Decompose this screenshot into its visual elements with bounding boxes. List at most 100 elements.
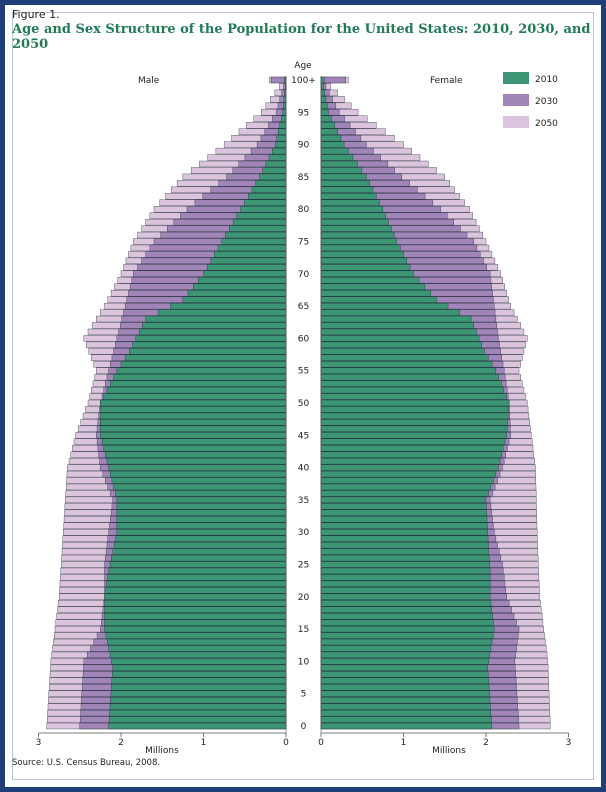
bar-male-2010-age-77 <box>229 225 287 232</box>
bar-female-2010-age-18 <box>320 606 492 613</box>
male-x-tick-label: 1 <box>201 738 207 748</box>
bar-male-2010-age-83 <box>251 186 287 193</box>
bar-female-2010-age-64 <box>320 309 460 316</box>
bar-male-2010-age-66 <box>182 296 287 303</box>
age-tick-label: 50 <box>298 399 310 409</box>
bar-male-2010-age-80 <box>240 206 287 213</box>
bar-female-2010-age-3 <box>320 703 491 710</box>
bar-female-2010-age-43 <box>320 445 504 452</box>
bar-female-2010-age-87 <box>320 160 358 168</box>
bar-female-2030-age-100 <box>320 76 346 84</box>
bar-male-2010-age-45 <box>100 432 287 439</box>
bar-male-2010-age-47 <box>100 419 287 426</box>
bar-female-2010-age-73 <box>320 251 404 258</box>
age-tick-label: 90 <box>298 141 310 151</box>
bar-male-2010-age-10 <box>111 658 287 665</box>
bar-male-2010-age-40 <box>108 464 287 471</box>
bar-male-2010-age-78 <box>232 218 287 226</box>
age-tick-label: 20 <box>298 593 310 603</box>
bar-male-2010-age-51 <box>103 393 287 400</box>
bar-female-2010-age-11 <box>320 651 491 659</box>
bar-male-2010-age-21 <box>105 587 287 594</box>
male-bars <box>46 76 287 730</box>
bar-female-2010-age-2 <box>320 709 492 717</box>
bar-male-2010-age-23 <box>107 574 287 581</box>
bar-male-2010-age-12 <box>108 645 287 652</box>
bar-male-2010-age-6 <box>111 684 287 691</box>
bar-female-2010-age-60 <box>320 335 480 342</box>
bar-female-2010-age-30 <box>320 529 488 536</box>
bar-female-2010-age-0 <box>320 722 492 730</box>
bar-male-2010-age-38 <box>111 477 287 484</box>
legend-swatch-2030 <box>503 94 529 106</box>
bar-male-2010-age-74 <box>217 244 287 252</box>
bar-male-2010-age-63 <box>145 315 287 323</box>
male-x-tick-label: 3 <box>36 738 42 748</box>
x-axis-label-male: Millions <box>145 746 179 756</box>
legend-swatch-2010 <box>503 72 529 84</box>
bar-male-2010-age-61 <box>138 328 287 336</box>
bar-female-2010-age-6 <box>320 684 490 691</box>
bar-female-2010-age-20 <box>320 593 491 600</box>
bar-male-2010-age-28 <box>113 541 287 549</box>
age-tick-label: 40 <box>298 464 310 474</box>
bar-female-2010-age-66 <box>320 296 437 303</box>
age-tick-label: 35 <box>298 496 309 506</box>
bar-female-2010-age-74 <box>320 244 401 252</box>
age-tick-label: 5 <box>301 690 307 700</box>
bar-female-2010-age-63 <box>320 315 472 323</box>
female-side-label: Female <box>430 76 463 86</box>
bar-female-2010-age-10 <box>320 658 489 665</box>
bar-male-2010-age-54 <box>113 374 287 381</box>
bar-female-2010-age-5 <box>320 690 490 697</box>
bar-male-2010-age-85 <box>259 173 287 181</box>
bar-male-2010-age-7 <box>111 677 287 684</box>
bar-female-2010-age-26 <box>320 554 490 562</box>
x-axis-label-female: Millions <box>432 746 466 756</box>
bar-female-2010-age-90 <box>320 141 345 148</box>
bar-male-2010-age-25 <box>109 561 287 568</box>
bar-female-2010-age-67 <box>320 290 431 297</box>
bar-female-2010-age-95 <box>320 109 329 116</box>
age-tick-label: 70 <box>298 270 310 280</box>
bar-male-2010-age-26 <box>111 554 287 562</box>
female-x-tick-label: 0 <box>318 738 324 748</box>
bar-male-2010-age-56 <box>120 361 287 368</box>
bar-female-2010-age-4 <box>320 697 491 704</box>
bar-male-2010-age-3 <box>109 703 287 710</box>
bar-female-2010-age-55 <box>320 367 497 374</box>
bar-female-2010-age-58 <box>320 348 485 355</box>
bar-female-2010-age-44 <box>320 438 506 445</box>
bar-male-2010-age-57 <box>124 354 287 361</box>
age-tick-label: 30 <box>298 528 310 538</box>
age-tick-label: 60 <box>298 334 310 344</box>
bar-female-2010-age-77 <box>320 225 392 232</box>
bar-female-2010-age-7 <box>320 677 489 684</box>
bar-male-2010-age-4 <box>110 697 287 704</box>
bar-male-2010-age-29 <box>115 535 287 542</box>
bar-female-2010-age-96 <box>320 102 328 109</box>
age-tick-label: 10 <box>298 657 310 667</box>
bar-female-2010-age-23 <box>320 574 491 581</box>
figure-inner-border <box>12 12 594 780</box>
bar-female-2010-age-29 <box>320 535 489 542</box>
bar-female-2010-age-21 <box>320 587 491 594</box>
bar-male-2010-age-31 <box>116 522 287 529</box>
bar-female-2010-age-46 <box>320 425 508 432</box>
bar-female-2010-age-83 <box>320 186 374 193</box>
bar-male-2030-age-100 <box>270 76 287 84</box>
bar-female-2010-age-35 <box>320 496 487 504</box>
age-tick-label: 85 <box>298 173 309 183</box>
bar-female-2010-age-53 <box>320 380 502 387</box>
bar-female-2010-age-97 <box>320 96 327 103</box>
bar-female-2010-age-25 <box>320 561 490 568</box>
axes: 0 0 1 1 2 2 3 3 <box>36 76 571 748</box>
bar-female-2010-age-65 <box>320 302 449 310</box>
bar-male-2010-age-90 <box>275 141 287 148</box>
bar-female-2010-age-79 <box>320 212 386 219</box>
bar-female-2010-age-32 <box>320 516 488 523</box>
bar-female-2010-age-50 <box>320 399 510 407</box>
bar-female-2010-age-75 <box>320 238 398 245</box>
bar-female-2010-age-72 <box>320 257 407 265</box>
